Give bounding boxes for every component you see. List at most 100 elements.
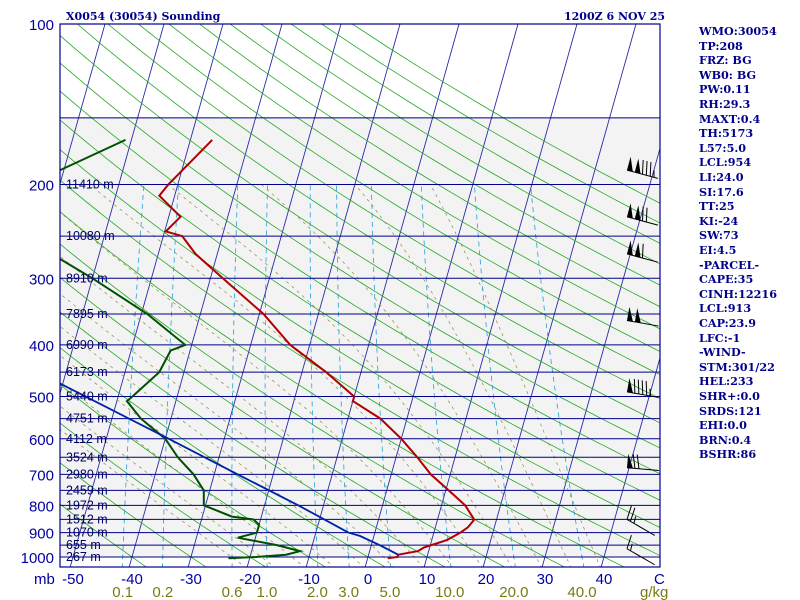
isotherm-line bbox=[364, 24, 519, 567]
temperature-tick-label: -50 bbox=[62, 571, 84, 588]
isotherm-line bbox=[187, 24, 342, 567]
parcel-trace bbox=[60, 382, 399, 556]
height-label: 11410 m bbox=[66, 177, 114, 191]
stat-line: LCL:954 bbox=[699, 155, 752, 170]
dry-adiabat-line bbox=[60, 347, 386, 567]
stat-line: LFC:-1 bbox=[699, 330, 741, 345]
wind-barb-pennant bbox=[627, 156, 633, 172]
moist-adiabat-line bbox=[89, 184, 483, 567]
wind-barb-pennant bbox=[627, 203, 633, 219]
stat-line: CINH:12216 bbox=[699, 286, 777, 301]
isotherm-line bbox=[423, 24, 578, 567]
pressure-tick-label: 100 bbox=[29, 17, 54, 34]
wind-barb-flag bbox=[645, 207, 648, 223]
temperature-tick-label: -20 bbox=[239, 571, 261, 588]
plot-frame bbox=[59, 23, 661, 568]
stat-line: MAXT:0.4 bbox=[699, 111, 761, 126]
stat-line: PW:0.11 bbox=[699, 82, 751, 97]
plot-background bbox=[60, 117, 660, 557]
stat-line: SW:73 bbox=[699, 228, 739, 243]
dry-adiabat-line bbox=[60, 211, 626, 567]
mixing-ratio-tick-label: 40.0 bbox=[567, 584, 596, 600]
height-label: 2980 m bbox=[66, 467, 108, 481]
temperature-tick-label: 40 bbox=[596, 571, 613, 588]
pressure-tick-label: 1000 bbox=[21, 550, 54, 567]
moist-adiabat-line bbox=[354, 184, 572, 567]
mixing-ratio-line bbox=[530, 184, 585, 567]
mixing-ratio-tick-label: 3.0 bbox=[338, 584, 359, 600]
stat-line: L57:5.0 bbox=[699, 140, 747, 155]
dry-adiabat-line bbox=[168, 24, 660, 330]
sounding-traces bbox=[60, 138, 476, 560]
height-label: 5440 m bbox=[66, 390, 108, 404]
mixing-ratio-tick-label: 0.1 bbox=[112, 584, 133, 600]
stat-line: EHI:0.0 bbox=[699, 418, 747, 433]
wind-barb-flag bbox=[632, 454, 636, 469]
wind-barb-flag bbox=[633, 378, 636, 394]
mixing-ratio-line bbox=[474, 184, 516, 567]
mixing-ratio-line bbox=[264, 184, 268, 567]
dry-adiabat-line bbox=[60, 119, 660, 501]
dry-adiabat-line bbox=[60, 35, 660, 424]
height-label: 7895 m bbox=[66, 307, 108, 321]
height-label: 6990 m bbox=[66, 338, 108, 352]
temperature-tick-label: 0 bbox=[364, 571, 372, 588]
moist-adiabat-line bbox=[60, 325, 364, 567]
mixing-ratio-tick-label: 20.0 bbox=[499, 584, 528, 600]
height-label: 6173 m bbox=[66, 365, 108, 379]
dry-adiabat-line bbox=[60, 462, 207, 567]
wind-barb-pennant bbox=[634, 242, 641, 258]
wind-barb-staff bbox=[626, 320, 659, 327]
temperature-tick-label: -10 bbox=[298, 571, 320, 588]
wind-barb-pennant bbox=[627, 306, 633, 322]
wind-barb bbox=[626, 505, 655, 536]
wind-barb-pennant bbox=[634, 308, 641, 323]
height-label: 2459 m bbox=[66, 483, 108, 497]
isotherm-line bbox=[60, 24, 106, 186]
wind-barb bbox=[626, 453, 659, 472]
stat-line: TP:208 bbox=[699, 38, 743, 53]
wind-barbs bbox=[626, 156, 659, 566]
stat-line: LI:24.0 bbox=[699, 170, 744, 184]
wind-barb-half-flag bbox=[633, 516, 637, 524]
mixing-ratio-tick-label: 5.0 bbox=[380, 584, 401, 600]
stat-line: -PARCEL- bbox=[699, 257, 760, 272]
pressure-tick-label: 500 bbox=[29, 390, 54, 407]
wind-barb-half-flag bbox=[629, 543, 633, 551]
moist-adiabat-lines bbox=[60, 184, 601, 567]
wind-barb-staff bbox=[626, 518, 655, 536]
wind-barb-pennant bbox=[627, 240, 633, 256]
wind-barb-pennant bbox=[634, 205, 641, 221]
stat-line: SHR+:0.0 bbox=[699, 389, 760, 403]
shading-band bbox=[60, 117, 660, 557]
mixing-ratio-tick-label: 2.0 bbox=[307, 584, 328, 600]
dry-adiabat-line bbox=[107, 24, 660, 376]
pressure-tick-label: 400 bbox=[29, 338, 54, 355]
stat-line: TH:5173 bbox=[699, 126, 754, 141]
dry-adiabat-line bbox=[229, 24, 660, 286]
moist-adiabat-line bbox=[167, 184, 512, 567]
dry-adiabat-lines bbox=[60, 24, 660, 567]
wind-barb-flag bbox=[645, 381, 648, 396]
isotherm-line bbox=[128, 24, 283, 567]
pressure-tick-label: 200 bbox=[29, 177, 54, 194]
height-label: 10080 m bbox=[66, 229, 115, 243]
stat-line: LCL:913 bbox=[699, 301, 752, 316]
wind-barb bbox=[626, 203, 659, 226]
wind-barb bbox=[626, 240, 659, 263]
mixing-ratio-lines bbox=[121, 184, 585, 567]
valid-time: 1200Z 6 NOV 25 bbox=[564, 10, 665, 23]
height-label: 1512 m bbox=[66, 512, 108, 526]
dry-adiabat-line bbox=[60, 311, 446, 567]
dry-adiabat-line bbox=[60, 422, 267, 567]
mixing-ratio-unit-label: g/kg bbox=[640, 584, 668, 600]
dry-adiabat-line bbox=[60, 503, 147, 567]
isotherm-line bbox=[541, 146, 660, 567]
height-label: 4751 m bbox=[66, 412, 108, 426]
stat-line: RH:29.3 bbox=[699, 97, 751, 111]
wind-barb-flag bbox=[626, 505, 632, 520]
stat-line: WB0: BG bbox=[699, 67, 757, 82]
height-label: 655 m bbox=[66, 538, 101, 552]
moist-adiabat-line bbox=[60, 255, 424, 567]
pressure-tick-label: 300 bbox=[29, 271, 54, 288]
